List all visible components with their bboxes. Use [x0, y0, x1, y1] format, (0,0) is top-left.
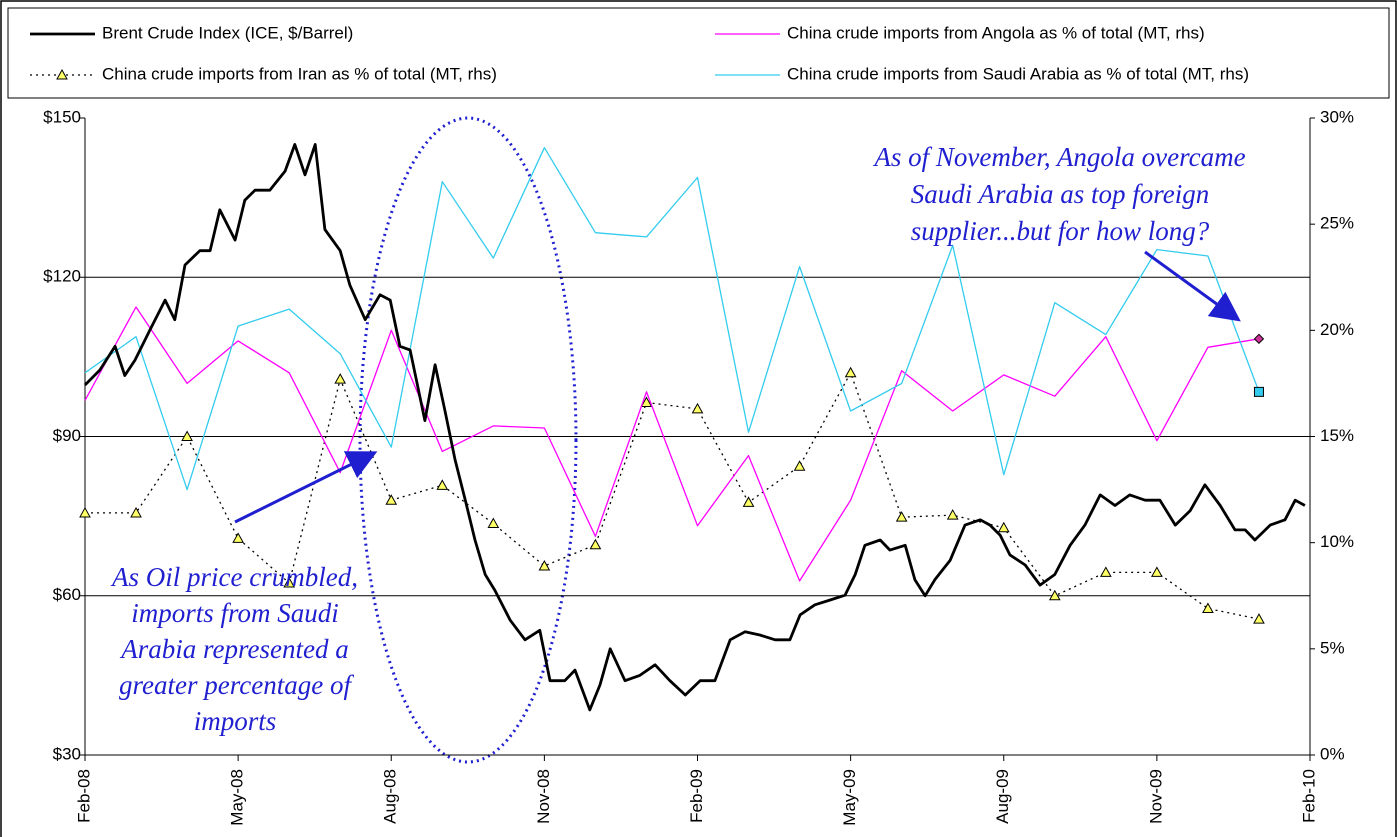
point-marker [1048, 589, 1061, 601]
plot: $30 $60 $90 $120 $150 0% 5% 10% 15% 20% 25% 30% Feb-… [43, 107, 1354, 825]
point-marker [793, 460, 806, 471]
point-marker [1253, 613, 1265, 624]
x-tick-label: May-09 [840, 769, 859, 826]
point-marker [436, 479, 449, 490]
annotation: As of November, Angola overcame [872, 142, 1245, 172]
legend-box [7, 7, 1390, 99]
y-tick-label: $90 [53, 426, 81, 445]
y2-tick-label: 5% [1320, 638, 1345, 657]
legend-label: Brent Crude Index (ICE, $/Barrel) [102, 23, 353, 42]
annotation: supplier...but for how long? [911, 216, 1210, 246]
y2-tick-label: 15% [1320, 426, 1354, 445]
y-tick-label: $60 [53, 585, 81, 604]
point-marker [691, 402, 704, 414]
annotation: greater percentage of [119, 670, 354, 700]
series-line [84, 306, 1260, 582]
annotation: Arabia represented a [119, 634, 348, 664]
x-tick-label: Nov-09 [1146, 769, 1165, 824]
y2-tick-label: 10% [1320, 532, 1354, 551]
point-marker [232, 532, 244, 543]
x-tick-label: Aug-09 [993, 769, 1012, 824]
y-tick-label: $30 [53, 744, 81, 763]
arrows [234, 250, 1241, 524]
point-marker [283, 576, 296, 588]
x-tick-label: Feb-08 [74, 769, 93, 823]
legend-label: China crude imports from Angola as % of … [787, 23, 1205, 42]
point-marker [130, 506, 142, 518]
point-marker [895, 511, 908, 522]
x-tick-label: May-08 [228, 769, 247, 826]
y-tick-label: $120 [43, 267, 81, 286]
y2-tick-label: 0% [1320, 744, 1345, 763]
x-tick-label: Aug-08 [381, 769, 400, 824]
x-tick-label: Nov-08 [534, 769, 553, 824]
point-marker [742, 496, 755, 507]
point-marker [997, 521, 1010, 533]
highlight-ellipse [358, 116, 578, 764]
legend-label: China crude imports from Saudi Arabia as… [787, 64, 1249, 83]
annotation: imports [194, 706, 277, 736]
point-marker [79, 506, 91, 518]
arrow [1144, 250, 1241, 322]
y2-tick-label: 20% [1320, 320, 1354, 339]
y2-tick-label: 25% [1320, 214, 1354, 233]
point-marker [1151, 566, 1163, 577]
y2-tick-label: 30% [1320, 107, 1354, 126]
legend-marker [56, 68, 68, 80]
point-marker [487, 517, 500, 529]
point-marker [1202, 602, 1214, 613]
x-tick-label: Feb-09 [687, 769, 706, 823]
point-marker [844, 366, 857, 378]
series-line [84, 143, 1306, 712]
annotation: As Oil price crumbled, [110, 562, 358, 592]
point-marker [538, 559, 551, 571]
point-marker [640, 396, 653, 408]
y-tick-label: $150 [43, 107, 81, 126]
series-line [84, 147, 1260, 491]
legend-label: China crude imports from Iran as % of to… [102, 64, 497, 83]
point-marker [181, 430, 193, 441]
point-marker [1099, 566, 1112, 577]
point-marker [1253, 333, 1265, 345]
point-marker [1253, 386, 1264, 397]
annotation: Saudi Arabia as top foreign [911, 179, 1210, 209]
annotation: imports from Saudi [131, 598, 339, 628]
point-marker [334, 373, 347, 384]
point-marker [946, 509, 959, 520]
point-marker [385, 494, 398, 505]
point-marker [589, 538, 602, 550]
series-line [85, 372, 1260, 620]
arrow [234, 451, 378, 524]
x-tick-label: Feb-10 [1299, 769, 1318, 823]
